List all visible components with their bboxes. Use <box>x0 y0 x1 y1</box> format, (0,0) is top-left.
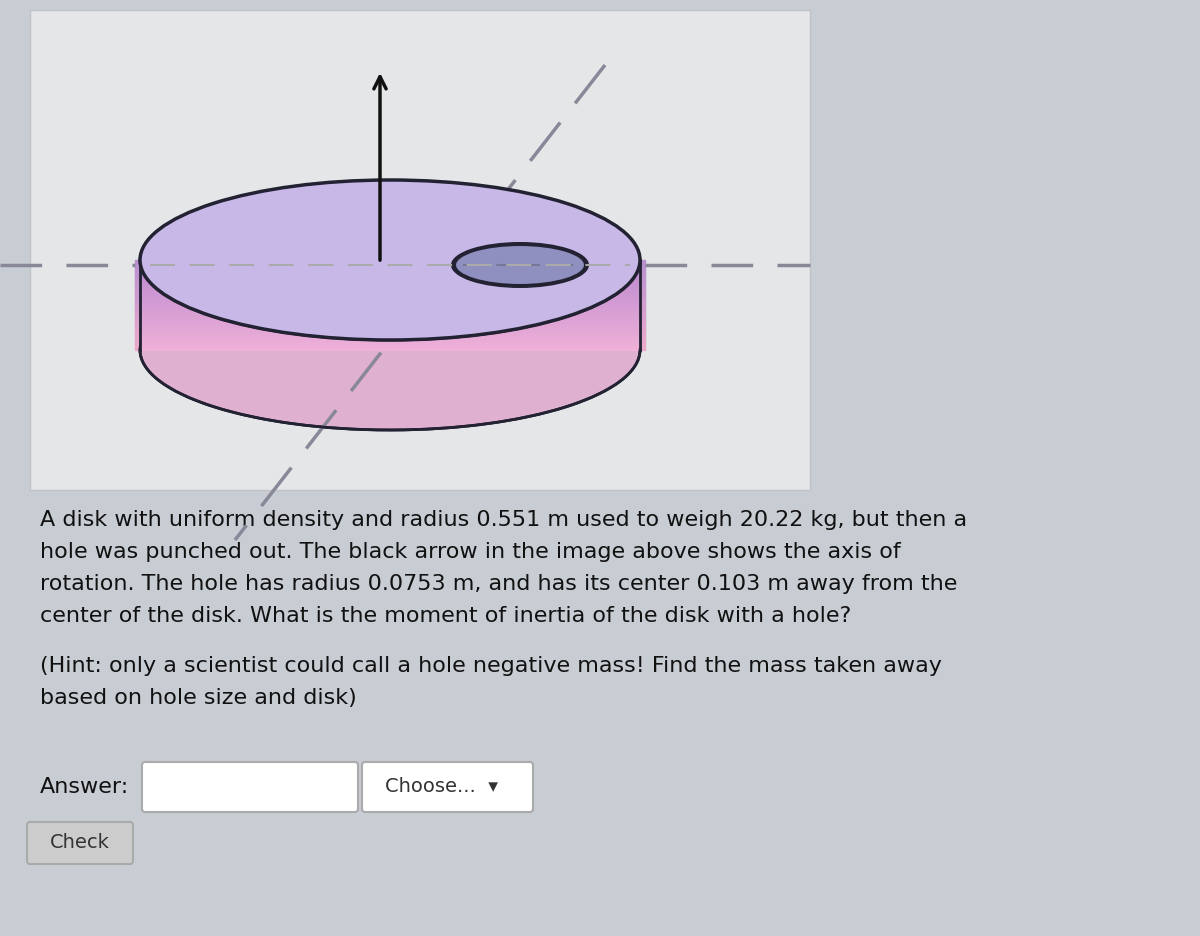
Text: hole was punched out. The black arrow in the image above shows the axis of: hole was punched out. The black arrow in… <box>40 542 901 562</box>
Ellipse shape <box>140 270 640 430</box>
Text: rotation. The hole has radius 0.0753 m, and has its center 0.103 m away from the: rotation. The hole has radius 0.0753 m, … <box>40 574 958 594</box>
FancyBboxPatch shape <box>28 822 133 864</box>
Text: Answer:: Answer: <box>40 777 130 797</box>
FancyBboxPatch shape <box>362 762 533 812</box>
Ellipse shape <box>451 242 589 288</box>
Text: based on hole size and disk): based on hole size and disk) <box>40 688 356 708</box>
Text: Choose...  ▾: Choose... ▾ <box>385 777 498 796</box>
Ellipse shape <box>455 245 586 285</box>
FancyBboxPatch shape <box>142 762 358 812</box>
Polygon shape <box>140 260 640 430</box>
Text: (Hint: only a scientist could call a hole negative mass! Find the mass taken awa: (Hint: only a scientist could call a hol… <box>40 656 942 676</box>
Text: center of the disk. What is the moment of inertia of the disk with a hole?: center of the disk. What is the moment o… <box>40 606 851 626</box>
Text: Check: Check <box>50 833 110 852</box>
FancyBboxPatch shape <box>30 10 810 490</box>
Ellipse shape <box>140 180 640 340</box>
Text: A disk with uniform density and radius 0.551 m used to weigh 20.22 kg, but then : A disk with uniform density and radius 0… <box>40 510 967 530</box>
